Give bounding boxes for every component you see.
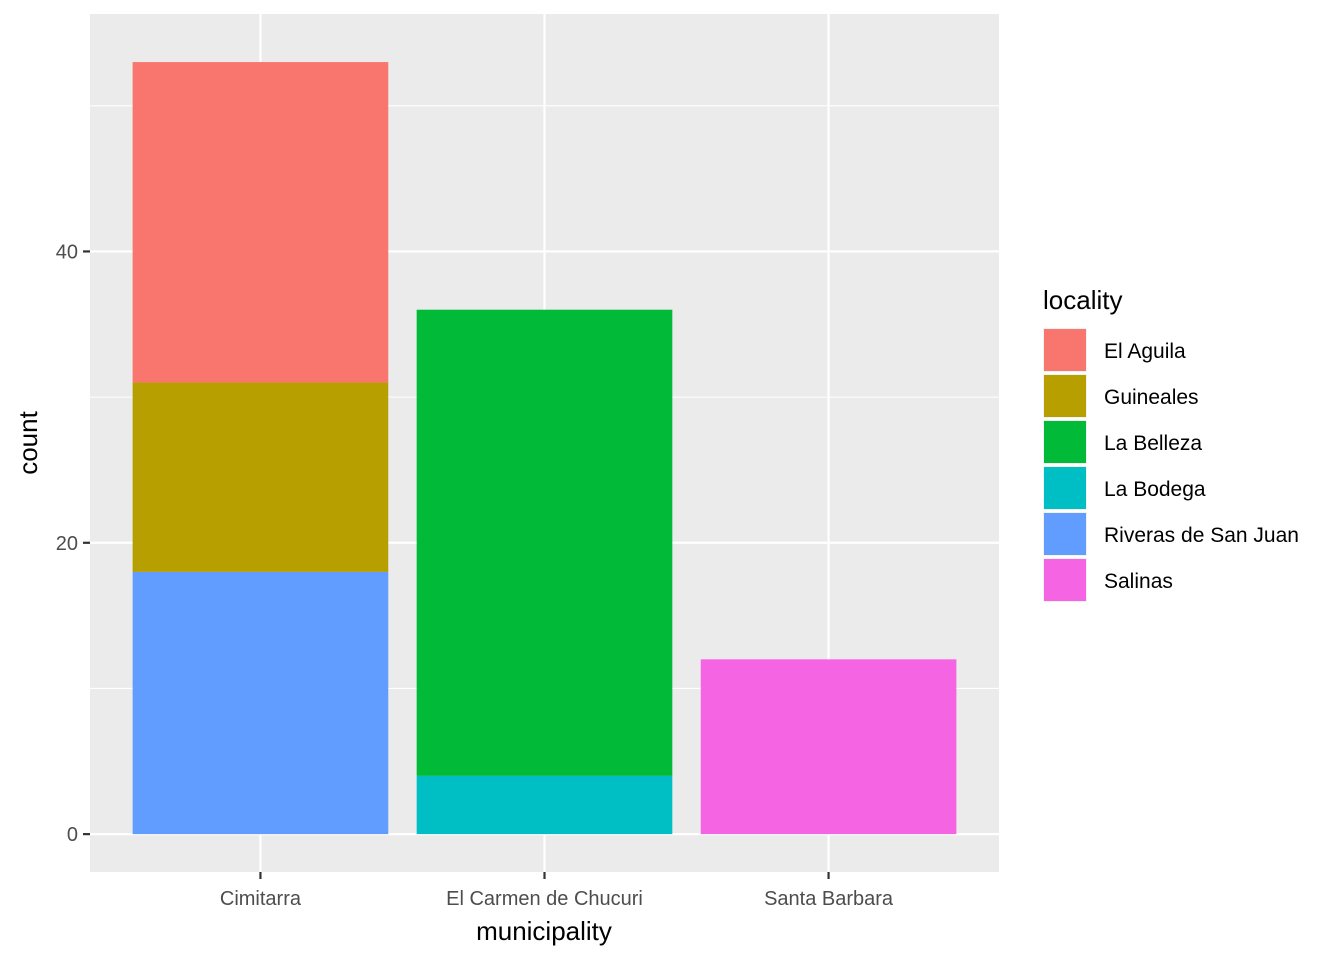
legend: locality El Aguila Guineales La Belleza La …	[1043, 285, 1299, 602]
legend-swatch	[1044, 559, 1086, 601]
bars	[132, 62, 957, 835]
y-axis: 0 20 40	[56, 241, 90, 846]
y-tick-label: 20	[56, 533, 78, 555]
y-axis-title: count	[13, 410, 43, 474]
legend-swatch	[1044, 375, 1086, 417]
bar-segment	[700, 659, 957, 835]
bar-segment	[132, 571, 389, 835]
legend-label: Salinas	[1104, 570, 1173, 593]
y-tick-label: 40	[56, 241, 78, 263]
legend-label: La Bodega	[1104, 478, 1206, 501]
bar-segment	[416, 775, 673, 835]
legend-swatch	[1044, 421, 1086, 463]
x-tick-label: El Carmen de Chucuri	[446, 888, 643, 910]
x-axis-title: municipality	[476, 916, 612, 946]
legend-label: La Belleza	[1104, 432, 1202, 455]
legend-title: locality	[1043, 285, 1122, 315]
bar-segment	[416, 309, 673, 776]
legend-swatch	[1044, 513, 1086, 555]
legend-label: El Aguila	[1104, 340, 1186, 363]
x-axis: Cimitarra El Carmen de Chucuri Santa Barba…	[220, 872, 894, 910]
legend-swatch	[1044, 467, 1086, 509]
legend-label: Riveras de San Juan	[1104, 524, 1299, 547]
legend-label: Guineales	[1104, 386, 1199, 409]
x-tick-label: Santa Barbara	[764, 888, 894, 910]
bar-segment	[132, 382, 389, 572]
y-tick-label: 0	[67, 824, 78, 846]
legend-swatch	[1044, 329, 1086, 371]
x-tick-label: Cimitarra	[220, 888, 302, 910]
bar-segment	[132, 62, 389, 383]
